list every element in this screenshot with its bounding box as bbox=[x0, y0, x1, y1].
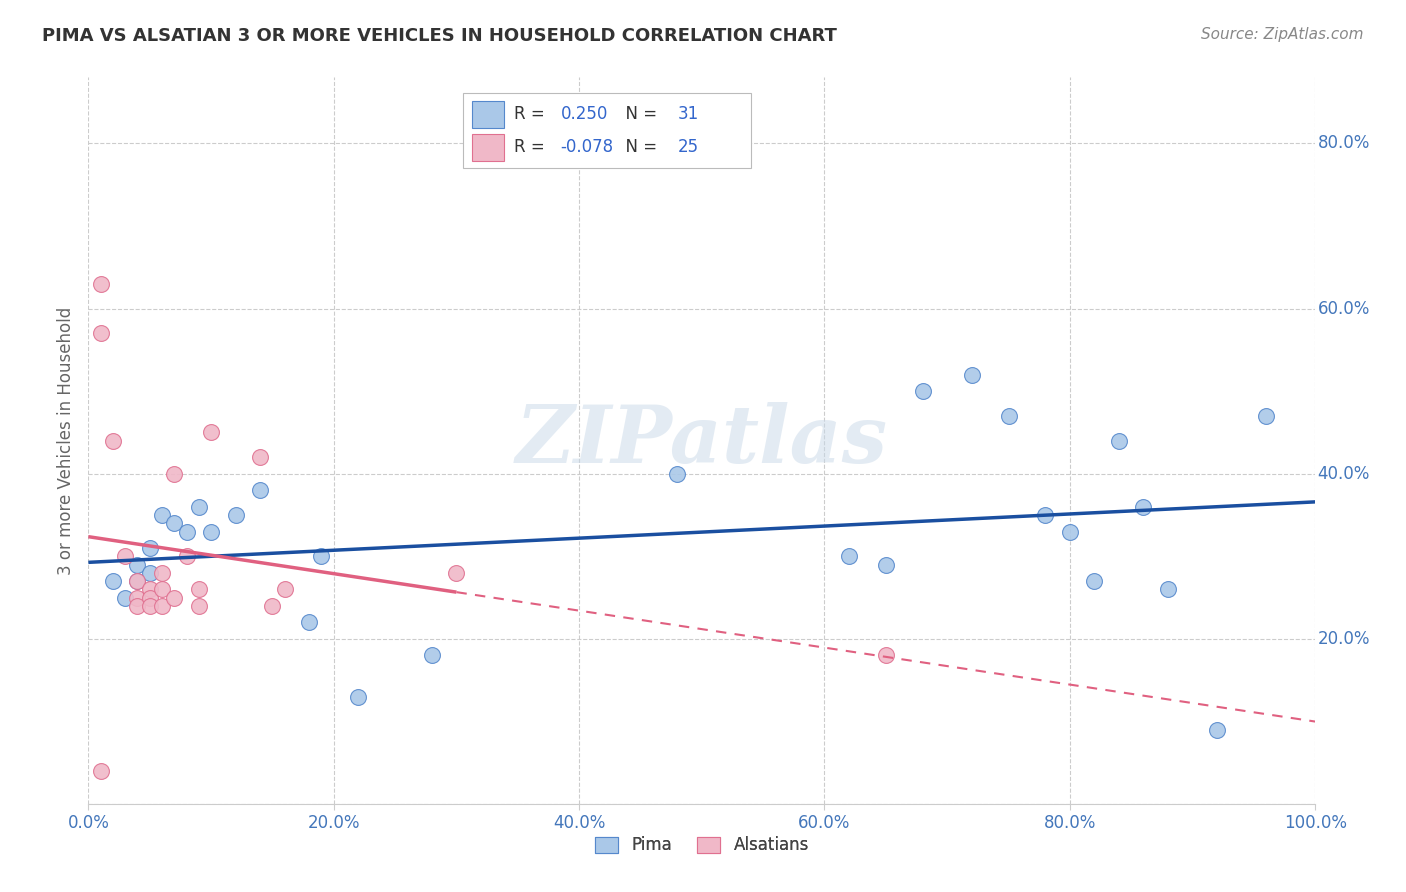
Point bbox=[114, 549, 136, 564]
Point bbox=[138, 541, 160, 555]
Point bbox=[875, 648, 897, 663]
Point bbox=[249, 483, 271, 498]
Text: 0.250: 0.250 bbox=[561, 105, 607, 123]
Point bbox=[200, 524, 222, 539]
Point bbox=[1132, 500, 1154, 514]
Point bbox=[225, 508, 247, 522]
Text: -0.078: -0.078 bbox=[561, 138, 614, 156]
Legend: Pima, Alsatians: Pima, Alsatians bbox=[588, 830, 815, 861]
Point bbox=[420, 648, 443, 663]
Point bbox=[127, 591, 149, 605]
Point bbox=[666, 467, 689, 481]
Point bbox=[838, 549, 860, 564]
Point bbox=[347, 690, 370, 704]
Text: 31: 31 bbox=[678, 105, 699, 123]
Point bbox=[187, 599, 209, 613]
Point bbox=[1256, 409, 1278, 423]
Point bbox=[200, 425, 222, 440]
Text: 25: 25 bbox=[678, 138, 699, 156]
Text: 40.0%: 40.0% bbox=[1317, 465, 1369, 483]
Text: 60.0%: 60.0% bbox=[1317, 300, 1369, 318]
Point bbox=[262, 599, 284, 613]
Point bbox=[875, 558, 897, 572]
Point bbox=[273, 582, 295, 597]
Point bbox=[446, 566, 468, 580]
Point bbox=[187, 582, 209, 597]
Text: R =: R = bbox=[515, 105, 550, 123]
Point bbox=[114, 591, 136, 605]
Point bbox=[176, 549, 198, 564]
Text: 20.0%: 20.0% bbox=[1317, 630, 1371, 648]
Point bbox=[187, 500, 209, 514]
Point bbox=[150, 599, 173, 613]
Text: ZIPatlas: ZIPatlas bbox=[516, 402, 887, 480]
Point bbox=[960, 368, 983, 382]
Point bbox=[163, 591, 186, 605]
Point bbox=[298, 615, 321, 630]
Point bbox=[249, 450, 271, 465]
Point bbox=[1033, 508, 1056, 522]
Point bbox=[138, 591, 160, 605]
Text: PIMA VS ALSATIAN 3 OR MORE VEHICLES IN HOUSEHOLD CORRELATION CHART: PIMA VS ALSATIAN 3 OR MORE VEHICLES IN H… bbox=[42, 27, 837, 45]
Point bbox=[1059, 524, 1081, 539]
Point bbox=[311, 549, 333, 564]
Text: R =: R = bbox=[515, 138, 550, 156]
Point bbox=[150, 508, 173, 522]
Point bbox=[1108, 434, 1130, 448]
Point bbox=[150, 582, 173, 597]
Point bbox=[101, 434, 124, 448]
Point bbox=[90, 277, 112, 291]
Bar bbox=[472, 101, 505, 128]
Point bbox=[138, 566, 160, 580]
Point bbox=[163, 516, 186, 531]
Point bbox=[997, 409, 1019, 423]
Point bbox=[176, 524, 198, 539]
FancyBboxPatch shape bbox=[463, 94, 751, 169]
Point bbox=[90, 326, 112, 341]
Y-axis label: 3 or more Vehicles in Household: 3 or more Vehicles in Household bbox=[58, 307, 75, 574]
Point bbox=[1157, 582, 1180, 597]
Text: 80.0%: 80.0% bbox=[1317, 135, 1369, 153]
Point bbox=[90, 764, 112, 778]
Point bbox=[1083, 574, 1105, 588]
Point bbox=[127, 599, 149, 613]
Point bbox=[150, 566, 173, 580]
Point bbox=[127, 574, 149, 588]
Bar bbox=[472, 134, 505, 161]
Text: N =: N = bbox=[614, 138, 662, 156]
Point bbox=[1206, 723, 1229, 737]
Point bbox=[911, 384, 934, 399]
Point bbox=[127, 558, 149, 572]
Point bbox=[127, 574, 149, 588]
Point bbox=[101, 574, 124, 588]
Point bbox=[138, 582, 160, 597]
Text: Source: ZipAtlas.com: Source: ZipAtlas.com bbox=[1201, 27, 1364, 42]
Text: N =: N = bbox=[614, 105, 662, 123]
Point bbox=[163, 467, 186, 481]
Point bbox=[138, 599, 160, 613]
